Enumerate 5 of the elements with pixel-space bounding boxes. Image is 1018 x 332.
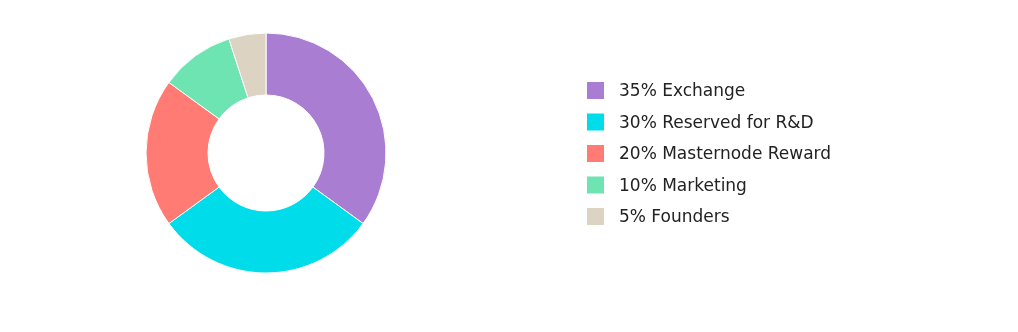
legend-label: 20% Masternode Reward <box>619 143 832 163</box>
legend-label: 30% Reserved for R&D <box>619 111 814 132</box>
legend-label: 5% Founders <box>619 206 730 226</box>
legend-label: 10% Marketing <box>619 174 747 195</box>
legend-label: 35% Exchange <box>619 80 746 100</box>
